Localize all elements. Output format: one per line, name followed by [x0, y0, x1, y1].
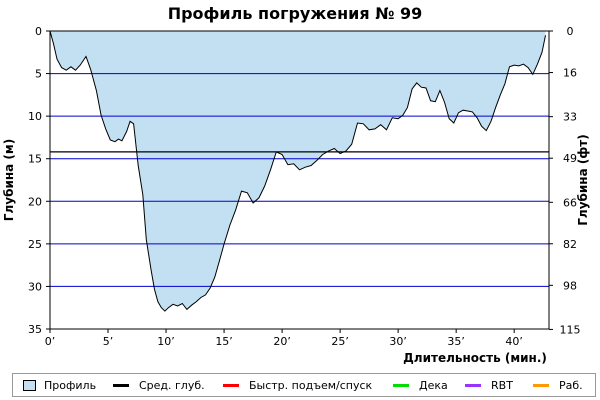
x-tick-label: 15’: [215, 335, 233, 348]
y-tick-label-left: 35: [28, 323, 42, 336]
legend-item-fast-ascent: Быстр. подъем/спуск: [223, 374, 372, 396]
chart-legend: Профиль Сред. глуб. Быстр. подъем/спуск …: [12, 373, 596, 397]
legend-label-profile: Профиль: [44, 378, 97, 392]
legend-label-work: Раб.: [559, 378, 583, 392]
y-tick-label-right: 16: [563, 67, 577, 80]
y-tick-label-left: 30: [28, 280, 42, 293]
y-axis-label-left: Глубина (м): [2, 139, 16, 221]
legend-line-work: [533, 383, 549, 387]
legend-swatch-profile: [23, 379, 36, 391]
y-tick-label-left: 15: [28, 153, 42, 166]
legend-line-fast-ascent: [223, 383, 239, 387]
dive-profile-chart: Профиль погружения № 99 0’ 5’ 10’ 15’ 20’ 25’…: [2, 4, 590, 365]
y-tick-label-right: 33: [563, 111, 577, 124]
x-tick-label: 40’: [505, 335, 523, 348]
x-tick-label: 0’: [45, 335, 56, 348]
y-tick-label-left: 25: [28, 238, 42, 251]
x-tick-label: 5’: [103, 335, 114, 348]
legend-line-deco: [393, 383, 409, 387]
plot-frame: [49, 30, 550, 330]
y-tick-label-left: 0: [35, 25, 42, 38]
legend-label-rbt: RBT: [491, 378, 513, 392]
y-tick-label-right: 115: [560, 323, 581, 336]
legend-label-fast-ascent: Быстр. подъем/спуск: [249, 378, 373, 392]
legend-item-profile: Профиль: [23, 374, 96, 396]
legend-item-deco: Дека: [393, 374, 448, 396]
y-tick-label-right: 0: [567, 25, 574, 38]
y-tick-label-left: 20: [28, 195, 42, 208]
y-axis-label-right: Глубина (фт): [576, 134, 590, 225]
y-tick-label-left: 10: [28, 110, 42, 123]
y-tick-label-right: 82: [563, 238, 577, 251]
legend-line-rbt: [465, 383, 481, 387]
legend-item-work: Раб.: [533, 374, 583, 396]
x-tick-label: 25’: [331, 335, 349, 348]
y-tick-label-right: 49: [563, 152, 577, 165]
legend-item-average-depth: Сред. глуб.: [113, 374, 205, 396]
x-tick-label: 20’: [273, 335, 291, 348]
legend-label-deco: Дека: [419, 378, 448, 392]
y-tick-label-left: 5: [35, 68, 42, 81]
x-tick-label: 30’: [389, 335, 407, 348]
legend-item-rbt: RBT: [465, 374, 513, 396]
x-tick-label: 10’: [157, 335, 175, 348]
chart-title: Профиль погружения № 99: [168, 4, 423, 23]
y-tick-label-right: 66: [563, 196, 577, 209]
y-tick-label-right: 98: [563, 279, 577, 292]
profile-line: [49, 30, 546, 312]
profile-area: [50, 31, 546, 312]
legend-label-average-depth: Сред. глуб.: [139, 378, 205, 392]
x-tick-label: 35’: [447, 335, 465, 348]
x-axis-label: Длительность (мин.): [403, 351, 547, 365]
legend-line-average-depth: [113, 383, 129, 387]
